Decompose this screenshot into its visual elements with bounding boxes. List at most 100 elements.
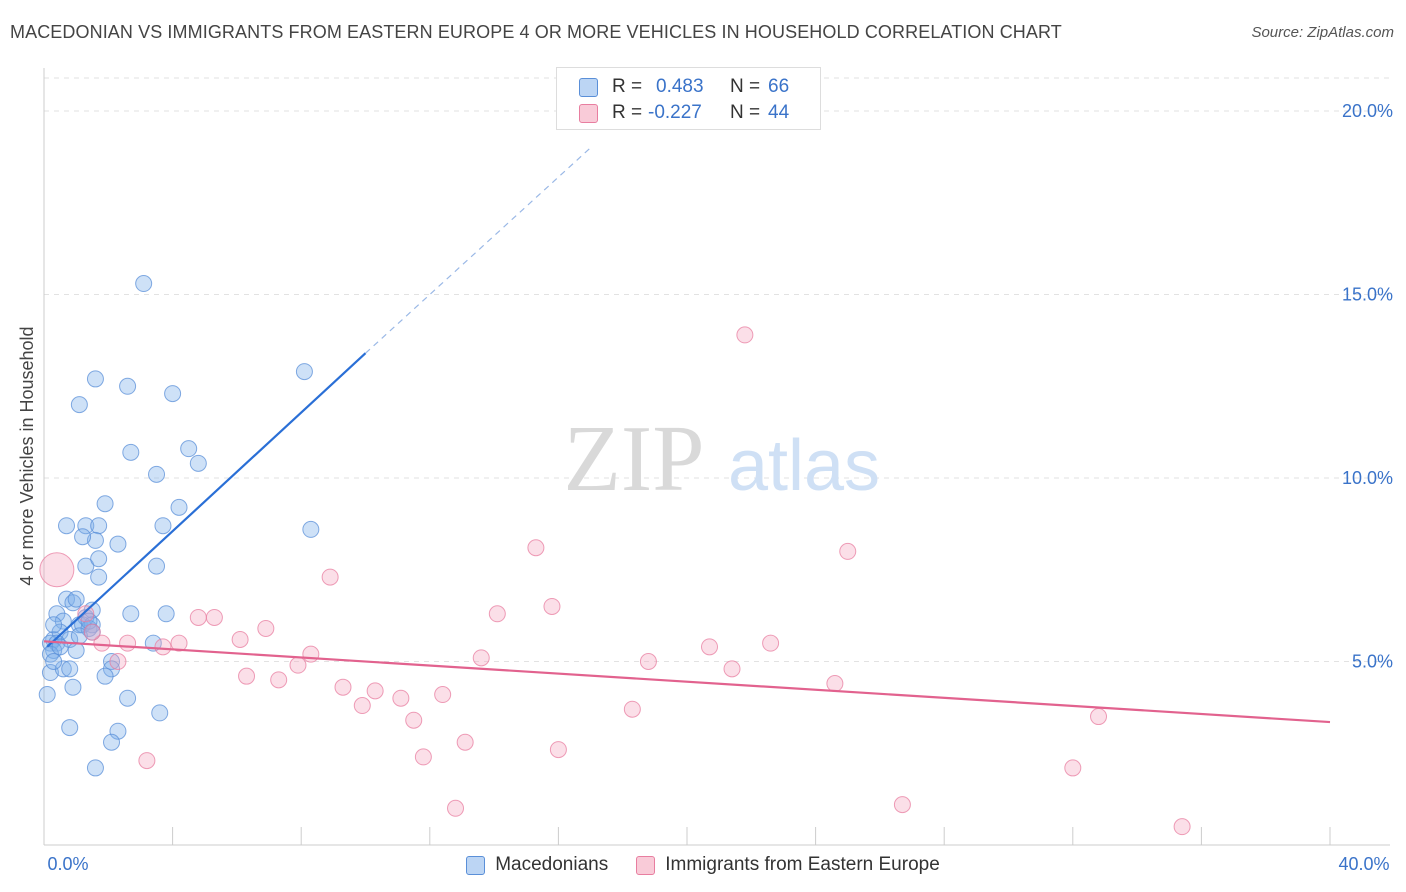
point-immigrants [302,645,320,663]
point-macedonians [77,517,95,535]
point-macedonians [103,733,121,751]
legend-r-value: -0.227 [648,102,702,123]
point-macedonians [61,719,79,737]
y-tick-label: 20.0% [1342,101,1393,121]
point-immigrants [488,605,506,623]
point-immigrants [701,638,719,656]
point-immigrants [723,660,741,678]
point-macedonians [64,678,82,696]
point-macedonians [58,517,76,535]
source-credit: Source: ZipAtlas.com [1251,24,1394,41]
grid-lines [44,77,1390,663]
point-macedonians [86,370,104,388]
point-macedonians [119,689,137,707]
point-immigrants [405,711,423,729]
point-immigrants [138,752,156,770]
point-macedonians [122,605,140,623]
y-tick-label: 15.0% [1342,285,1393,305]
point-macedonians [122,443,140,461]
trend-line-immigrants [43,640,1331,724]
point-immigrants [353,697,371,715]
point-immigrants [456,733,474,751]
point-macedonians [48,605,66,623]
legend-row-macedonians: R = 0.483 N = 66 [579,75,789,99]
y-tick-label: 10.0% [1342,468,1393,488]
point-macedonians [157,605,175,623]
point-macedonians [38,686,56,704]
point-immigrants [238,667,256,685]
point-macedonians [96,495,114,513]
point-immigrants [736,326,754,344]
point-macedonians [164,385,182,403]
legend-swatch-immigrants [636,855,656,875]
trend-extension-macedonians [365,147,591,354]
tick-labels: 0.0% 40.0% 5.0% 10.0% 15.0% 20.0% [47,101,1393,874]
legend-r-value: 0.483 [656,76,704,97]
point-immigrants [639,653,657,671]
point-immigrants [109,653,127,671]
trend-line-macedonians [46,352,367,648]
point-immigrants [205,608,223,626]
point-macedonians [180,440,198,458]
point-immigrants [447,799,465,817]
y-tick-label: 5.0% [1352,652,1393,672]
point-macedonians [148,557,166,575]
point-macedonians [154,517,172,535]
legend-item-macedonians[interactable]: Macedonians [466,854,608,876]
point-immigrants [83,623,101,641]
legend-label-immigrants: Immigrants from Eastern Europe [665,854,940,875]
legend-swatch-macedonians [579,77,598,97]
point-immigrants [119,634,137,652]
point-immigrants [289,656,307,674]
point-immigrants [93,634,111,652]
series-legend: Macedonians Immigrants from Eastern Euro… [0,852,1406,878]
correlation-legend: R = 0.483 N = 66 R = -0.227 N = 44 [556,67,821,130]
point-immigrants [170,634,188,652]
point-immigrants [527,539,545,557]
y-axis-label: 4 or more Vehicles in Household [17,326,37,585]
x-tick-label: 40.0% [1338,854,1389,874]
point-macedonians [103,653,121,671]
point-immigrants [434,686,452,704]
watermark-zip: ZIP [564,407,705,511]
point-immigrants [366,682,384,700]
point-macedonians [103,660,121,678]
point-immigrants [414,748,432,766]
trend-lines [43,147,1331,724]
point-immigrants [321,568,339,586]
point-macedonians [45,616,63,634]
legend-n-label: N = [730,102,761,123]
legend-swatch-macedonians [466,855,486,875]
point-macedonians [109,722,127,740]
point-macedonians [74,528,92,546]
point-macedonians [67,641,85,659]
point-immigrants [1090,708,1108,726]
point-macedonians [86,531,104,549]
point-macedonians [295,363,313,381]
point-immigrants [1173,818,1191,836]
legend-n-value: 44 [768,102,790,123]
point-immigrants [826,675,844,693]
point-macedonians [148,465,166,483]
chart-title: MACEDONIAN VS IMMIGRANTS FROM EASTERN EU… [10,22,1062,42]
point-macedonians [119,377,137,395]
point-macedonians [41,664,59,682]
point-macedonians [302,520,320,538]
point-immigrants [549,741,567,759]
point-immigrants [334,678,352,696]
point-immigrants [77,605,95,623]
legend-n-label: N = [730,76,761,97]
point-immigrants [257,619,275,637]
point-macedonians [77,557,95,575]
point-immigrants [39,552,75,588]
point-macedonians [90,568,108,586]
point-immigrants [1064,759,1082,777]
point-immigrants [623,700,641,718]
legend-r-label: R = [612,76,643,97]
point-macedonians [189,454,207,472]
point-macedonians [109,535,127,553]
point-macedonians [67,590,85,608]
point-immigrants [762,634,780,652]
point-immigrants [392,689,410,707]
legend-item-immigrants[interactable]: Immigrants from Eastern Europe [636,854,940,876]
